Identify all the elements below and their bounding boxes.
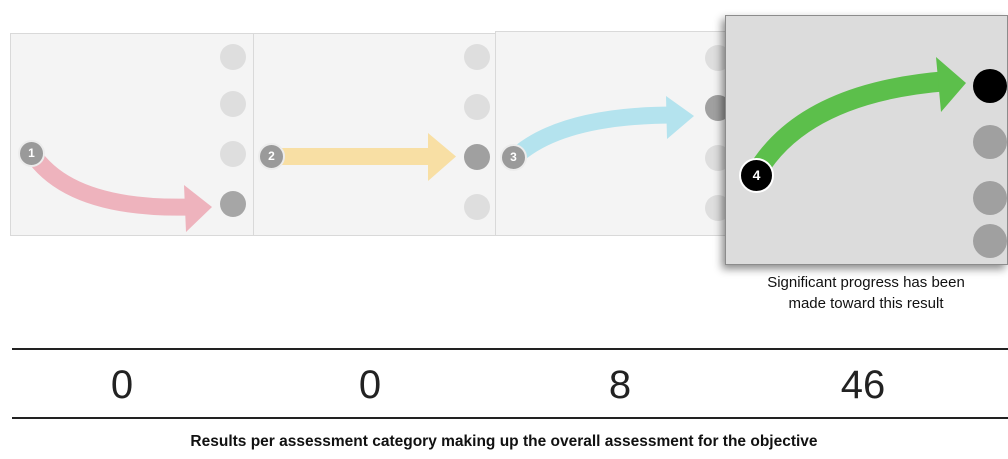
count-category-4: 46 — [840, 363, 886, 407]
arrow-4-shaft — [748, 71, 949, 178]
count-category-1: 0 — [110, 363, 134, 407]
arrow-1-shaft — [24, 148, 191, 216]
arrow-3-shaft — [508, 106, 676, 165]
highlight-caption: Significant progress has been made towar… — [735, 272, 997, 314]
arrow-4-head — [936, 57, 966, 112]
scale-dot — [973, 224, 1007, 258]
caption-line-1: Significant progress has been — [767, 274, 965, 291]
bottom-rule — [12, 417, 1008, 419]
scale-dot — [973, 181, 1007, 215]
arrow-1-head — [184, 185, 212, 232]
arrow-3-head — [666, 96, 694, 139]
scale-dot-selected — [220, 191, 246, 217]
scale-dot — [464, 44, 490, 70]
category-badge-3: 3 — [500, 144, 527, 171]
count-category-2: 0 — [358, 363, 382, 407]
arrow-2-head — [428, 133, 456, 181]
scale-dot — [220, 44, 246, 70]
arrow-2-shaft — [272, 148, 432, 165]
scale-dot — [220, 91, 246, 117]
scale-dot — [464, 194, 490, 220]
scale-dot — [973, 125, 1007, 159]
count-category-3: 8 — [608, 363, 632, 407]
scale-dot — [220, 141, 246, 167]
footer-caption: Results per assessment category making u… — [190, 433, 818, 450]
scale-dot-selected — [973, 69, 1007, 103]
category-badge-1: 1 — [18, 140, 45, 167]
caption-line-2: made toward this result — [788, 295, 944, 312]
category-badge-4: 4 — [739, 158, 774, 193]
top-rule — [12, 348, 1008, 350]
scale-dot-selected — [464, 144, 490, 170]
category-panel-2 — [253, 33, 496, 236]
category-badge-2: 2 — [258, 143, 285, 170]
scale-dot — [464, 94, 490, 120]
